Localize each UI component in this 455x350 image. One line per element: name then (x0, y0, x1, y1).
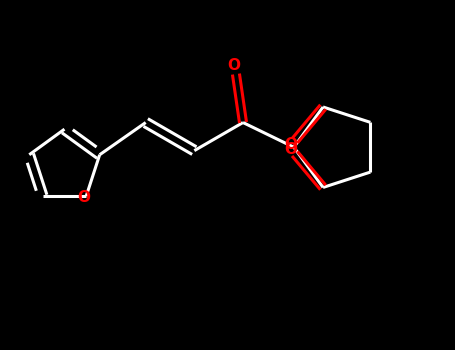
Text: O: O (77, 190, 90, 205)
Text: O: O (285, 142, 298, 157)
Text: O: O (285, 138, 298, 152)
Text: O: O (228, 58, 241, 73)
